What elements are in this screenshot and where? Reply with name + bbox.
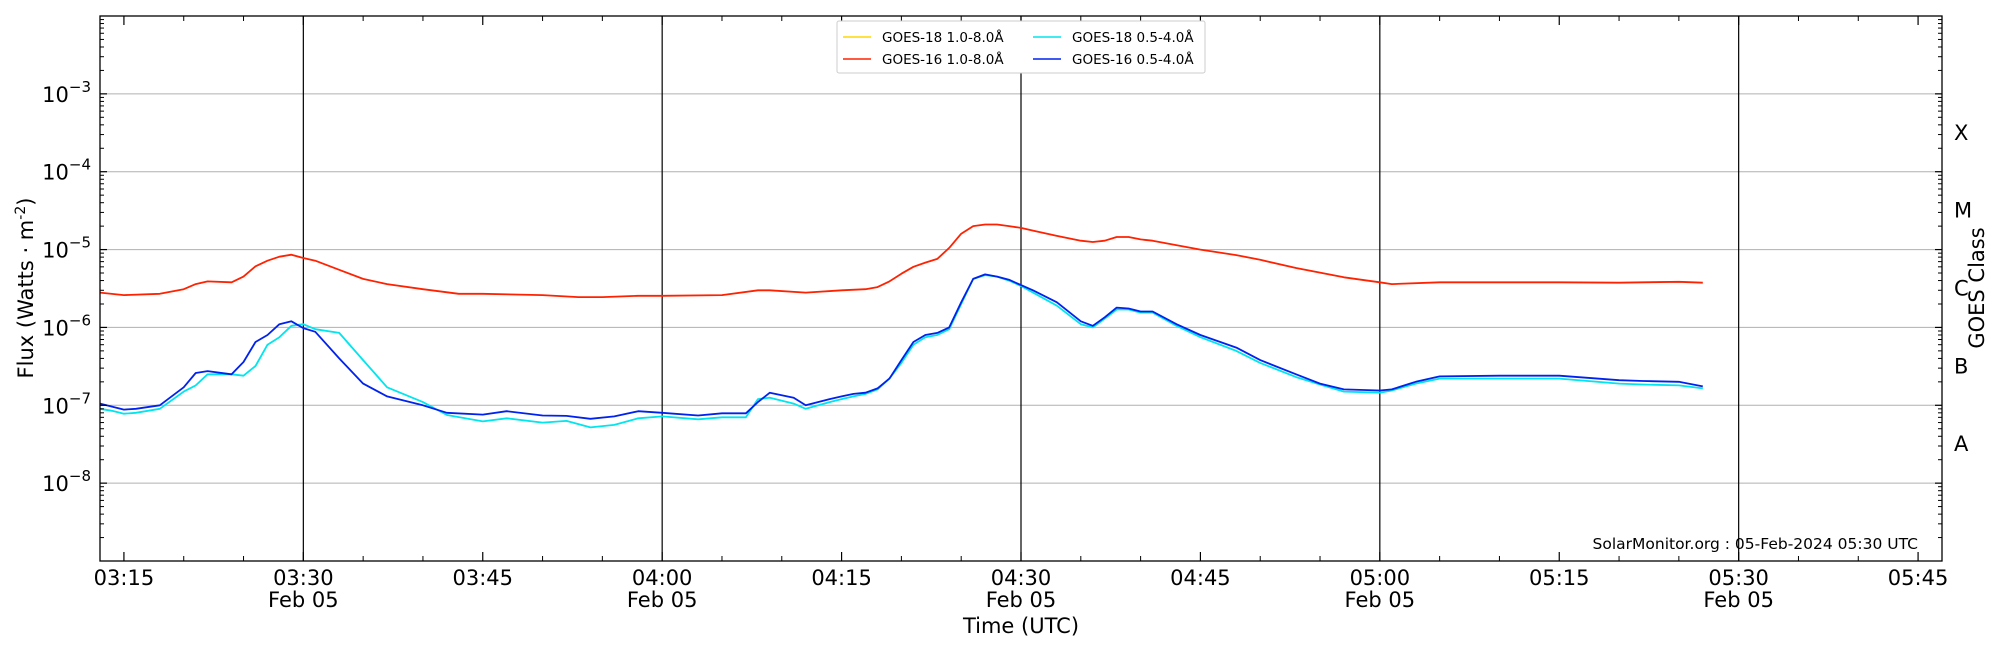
y-tick-label: 10−4 xyxy=(42,156,91,185)
y-tick-label: 10−8 xyxy=(42,467,91,496)
y-tick-power: −7 xyxy=(69,389,91,407)
x-tick-label: 05:00 xyxy=(1350,566,1411,590)
y-tick-power: −5 xyxy=(69,234,91,252)
x-tick-date-label: Feb 05 xyxy=(268,588,339,612)
x-tick-label: 05:45 xyxy=(1888,566,1949,590)
y-tick-base: 10 xyxy=(42,472,69,496)
x-tick-label: 05:15 xyxy=(1529,566,1590,590)
plot-frame xyxy=(99,15,1943,562)
x-tick-label: 04:45 xyxy=(1170,566,1231,590)
goes-class-label: B xyxy=(1954,354,1968,378)
y-tick-label: 10−7 xyxy=(42,389,91,418)
y-tick-power: −4 xyxy=(69,156,91,174)
y-tick-labels: 10−310−410−510−610−710−8 xyxy=(42,78,91,496)
y-axis-title-main: Flux (Watts · m xyxy=(14,220,38,379)
legend-box xyxy=(836,20,1206,74)
goes-class-label: X xyxy=(1954,121,1968,145)
y-tick-label: 10−6 xyxy=(42,311,91,340)
y-axis-title-exponent: -2 xyxy=(13,206,29,220)
y-tick-base: 10 xyxy=(42,161,69,185)
series-line xyxy=(99,274,1703,429)
x-tick-date-label: Feb 05 xyxy=(1703,588,1774,612)
y-tick-power: −6 xyxy=(69,311,91,329)
y-tick-base: 10 xyxy=(42,239,69,263)
y-tick-base: 10 xyxy=(42,83,69,107)
legend: GOES-18 1.0-8.0Å GOES-16 1.0-8.0Å GOES-18 … xyxy=(836,20,1206,74)
vertical-time-lines xyxy=(302,16,1740,561)
goes-class-labels: X M C B A xyxy=(1954,121,1972,456)
y-axis-title-suffix: ) xyxy=(14,198,38,206)
x-tick-date-label: Feb 05 xyxy=(1345,588,1416,612)
y-tick-power: −8 xyxy=(69,467,91,485)
y-tick-label: 10−3 xyxy=(42,78,91,107)
y-axis-title: Flux (Watts · m-2) xyxy=(13,198,38,379)
y-tick-base: 10 xyxy=(42,316,69,340)
legend-label: GOES-18 0.5-4.0Å xyxy=(1072,29,1194,46)
series-lines xyxy=(99,223,1703,429)
x-axis-title: Time (UTC) xyxy=(962,614,1079,638)
series-line xyxy=(99,223,1703,299)
series-line xyxy=(99,273,1703,420)
goes-class-label: C xyxy=(1954,277,1969,301)
x-tick-label: 03:30 xyxy=(273,566,334,590)
y-tick-base: 10 xyxy=(42,394,69,418)
goes-class-label: M xyxy=(1954,199,1972,223)
x-tick-label: 05:30 xyxy=(1708,566,1769,590)
x-tick-label: 04:30 xyxy=(991,566,1052,590)
x-tick-date-label: Feb 05 xyxy=(627,588,698,612)
goes-class-axis-title: GOES Class xyxy=(1965,227,1989,348)
x-tick-label: 03:15 xyxy=(94,566,155,590)
x-tick-label: 04:00 xyxy=(632,566,693,590)
y-tick-power: −3 xyxy=(69,78,91,96)
legend-label: GOES-16 1.0-8.0Å xyxy=(882,51,1004,68)
goes-class-label: A xyxy=(1954,432,1969,456)
legend-label: GOES-16 0.5-4.0Å xyxy=(1072,51,1194,68)
x-tick-label: 04:15 xyxy=(811,566,872,590)
x-tick-date-label: Feb 05 xyxy=(986,588,1057,612)
x-tick-label: 03:45 xyxy=(452,566,513,590)
legend-label: GOES-18 1.0-8.0Å xyxy=(882,29,1004,46)
y-tick-label: 10−5 xyxy=(42,234,91,263)
credit-text: SolarMonitor.org : 05-Feb-2024 05:30 UTC xyxy=(1593,535,1918,553)
